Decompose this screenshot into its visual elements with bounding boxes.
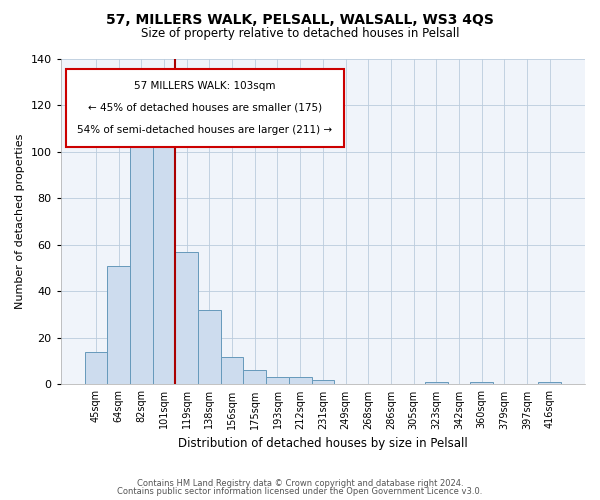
Bar bbox=[470, 382, 493, 384]
Bar bbox=[198, 310, 221, 384]
Text: 57, MILLERS WALK, PELSALL, WALSALL, WS3 4QS: 57, MILLERS WALK, PELSALL, WALSALL, WS3 … bbox=[106, 12, 494, 26]
FancyBboxPatch shape bbox=[66, 69, 344, 147]
Bar bbox=[538, 382, 561, 384]
Y-axis label: Number of detached properties: Number of detached properties bbox=[15, 134, 25, 310]
Bar bbox=[244, 370, 266, 384]
Bar bbox=[107, 266, 130, 384]
Bar bbox=[130, 148, 152, 384]
Bar bbox=[152, 138, 175, 384]
Bar bbox=[85, 352, 107, 384]
Text: ← 45% of detached houses are smaller (175): ← 45% of detached houses are smaller (17… bbox=[88, 103, 322, 113]
Bar bbox=[221, 356, 244, 384]
Text: Contains public sector information licensed under the Open Government Licence v3: Contains public sector information licen… bbox=[118, 487, 482, 496]
X-axis label: Distribution of detached houses by size in Pelsall: Distribution of detached houses by size … bbox=[178, 437, 468, 450]
Bar bbox=[289, 378, 311, 384]
Text: 57 MILLERS WALK: 103sqm: 57 MILLERS WALK: 103sqm bbox=[134, 81, 275, 91]
Bar bbox=[425, 382, 448, 384]
Bar bbox=[175, 252, 198, 384]
Text: Size of property relative to detached houses in Pelsall: Size of property relative to detached ho… bbox=[141, 28, 459, 40]
Bar bbox=[266, 378, 289, 384]
Text: 54% of semi-detached houses are larger (211) →: 54% of semi-detached houses are larger (… bbox=[77, 124, 332, 134]
Text: Contains HM Land Registry data © Crown copyright and database right 2024.: Contains HM Land Registry data © Crown c… bbox=[137, 478, 463, 488]
Bar bbox=[311, 380, 334, 384]
